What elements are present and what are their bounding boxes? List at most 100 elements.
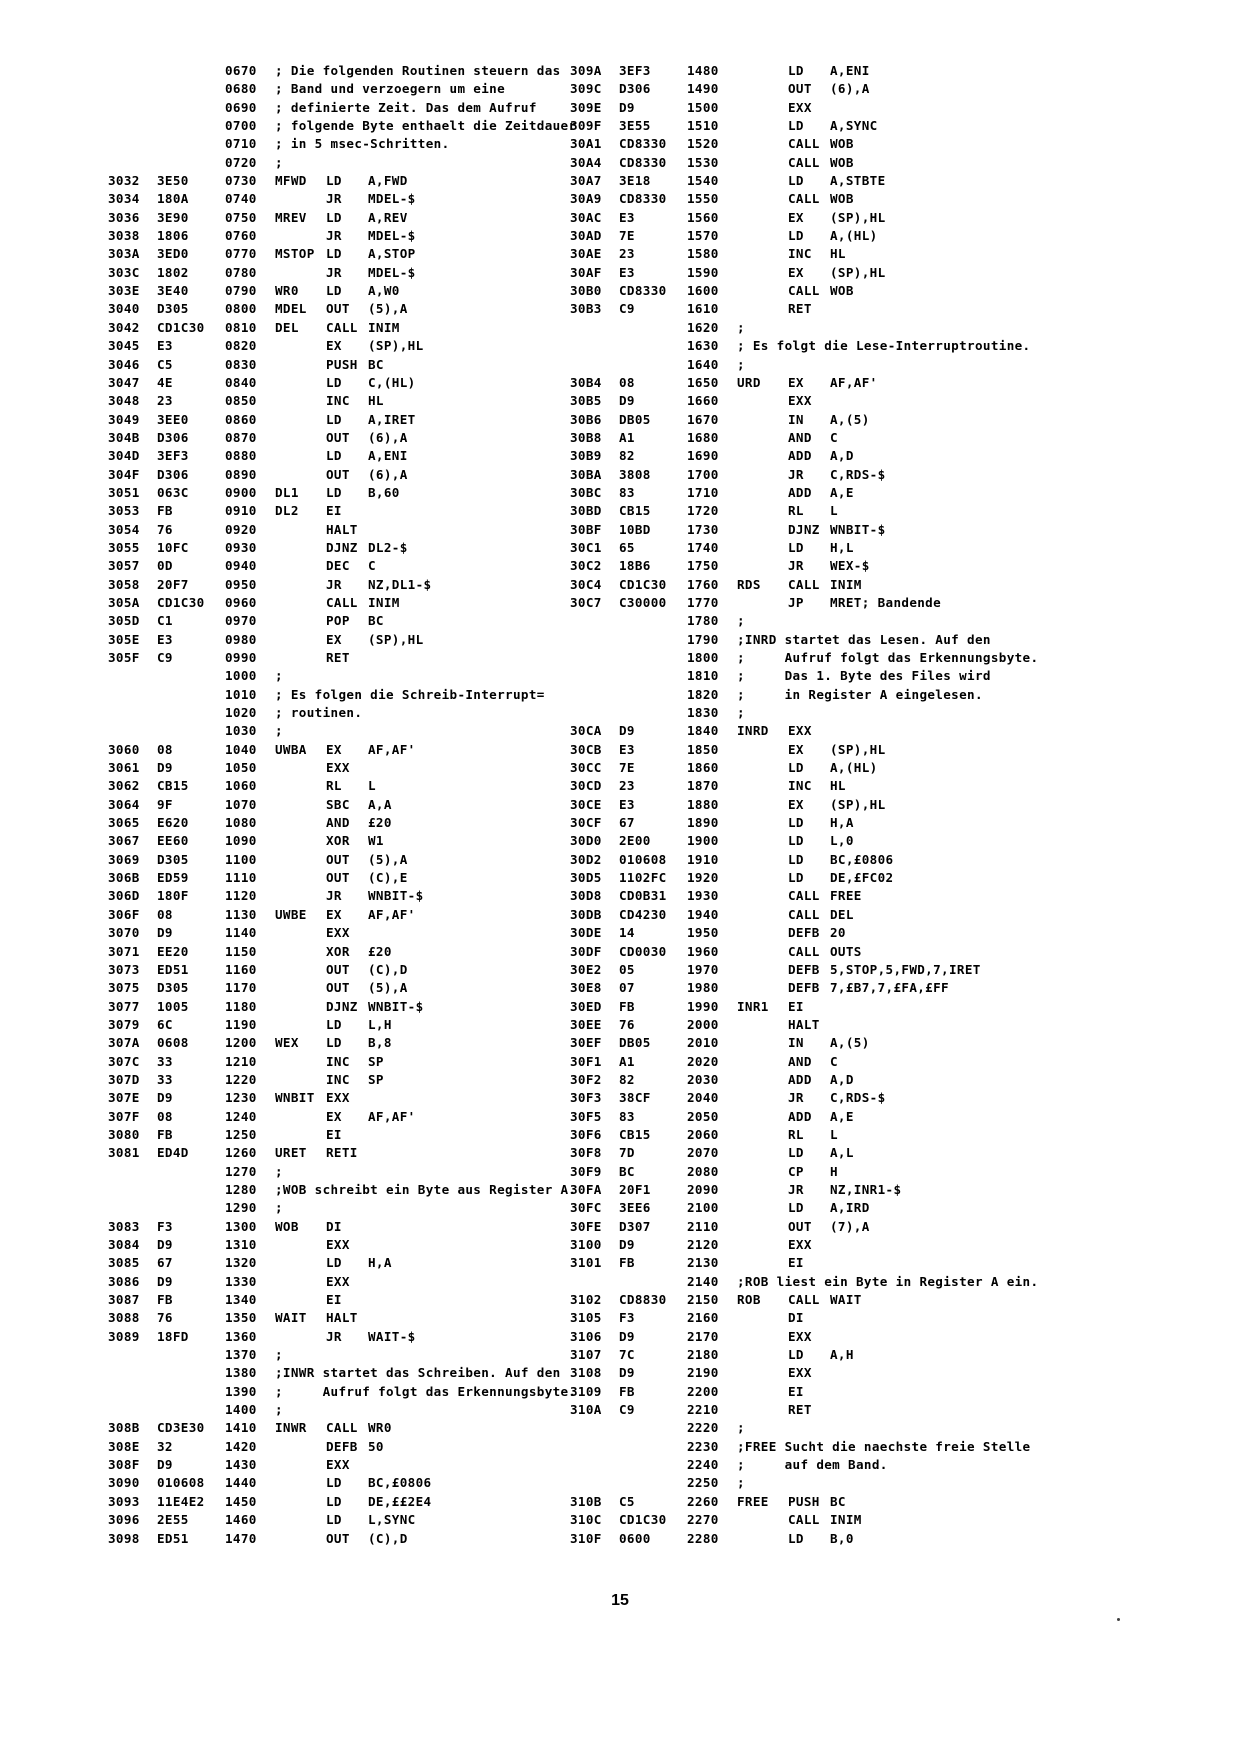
address-cell: 30FA	[570, 1181, 610, 1197]
address-cell: 30F6	[570, 1126, 610, 1142]
address-cell	[108, 1163, 157, 1181]
mnemonic-cell: XOR	[326, 833, 366, 849]
listing-comment-row: 1810 ; Das 1. Byte des Files wird	[570, 667, 1148, 685]
address-cell: 3046	[108, 356, 148, 372]
line-number-cell: 1000	[225, 668, 265, 684]
address-cell: 30BA	[570, 466, 610, 482]
object-bytes-cell: 010608	[619, 851, 675, 867]
operand-cell	[830, 1328, 1148, 1346]
object-bytes-cell: 08	[619, 374, 675, 390]
label-cell: DL1	[275, 484, 323, 500]
listing-code-row: 30F2 82 2030 ADD A,D	[570, 1071, 1148, 1089]
listing-comment-row: 1640 ;	[570, 356, 1148, 374]
address-cell: 3101	[570, 1255, 610, 1271]
object-bytes-cell	[157, 1346, 225, 1364]
label-cell	[275, 1273, 326, 1291]
listing-code-row: 3046 C5 0830 PUSH BC	[108, 356, 570, 374]
listing-code-row: 30B3 C9 1610 RET	[570, 300, 1148, 318]
listing-comment-row: 1280 ;WOB schreibt ein Byte aus Register…	[108, 1181, 576, 1199]
object-bytes-cell	[157, 117, 225, 135]
listing-code-row: 308F D9 1430 EXX	[108, 1456, 570, 1474]
listing-comment-row: 0710 ; in 5 msec-Schritten.	[108, 135, 570, 153]
line-number-cell: 0980	[225, 631, 265, 647]
address-cell: 30B6	[570, 411, 610, 427]
object-bytes-cell: ED51	[157, 961, 213, 977]
label-cell	[737, 484, 788, 502]
object-bytes-cell: CD8330	[619, 136, 675, 152]
operand-cell: WOB	[830, 283, 854, 299]
line-number-cell: 1120	[225, 888, 265, 904]
object-bytes-cell	[619, 649, 687, 667]
listing-code-row: 30FC 3EE6 2100 LD A,IRD	[570, 1199, 1148, 1217]
address-cell	[108, 1401, 157, 1419]
listing-code-row: 310B C5 2260 FREE PUSH BC	[570, 1493, 1148, 1511]
object-bytes-cell: CD1C30	[157, 594, 213, 610]
mnemonic-cell: LD	[788, 870, 828, 886]
operand-cell: A,D	[830, 1071, 854, 1087]
label-cell	[275, 1456, 326, 1474]
address-cell: 309F	[570, 118, 610, 134]
label-cell	[737, 1218, 788, 1236]
line-number-cell: 1850	[687, 741, 727, 757]
listing-code-row: 307A 0608 1200 WEX LD B,8	[108, 1034, 570, 1052]
mnemonic-cell: LD	[326, 1475, 366, 1491]
object-bytes-cell: 3808	[619, 466, 675, 482]
address-cell: 307D	[108, 1071, 148, 1087]
operand-cell: 7,£B7,7,£FA,£FF	[830, 980, 949, 996]
mnemonic-cell: EXX	[326, 925, 366, 941]
address-cell: 30D0	[570, 833, 610, 849]
line-number-cell: 0750	[225, 209, 265, 225]
operand-cell: BC	[368, 613, 384, 629]
comment-cell: ;FREE Sucht die naechste freie Stelle	[737, 1438, 1031, 1454]
operand-cell: (SP),HL	[830, 796, 886, 812]
listing-column-left: 0670 ; Die folgenden Routinen steuern da…	[108, 62, 576, 1548]
operand-cell: WAIT	[830, 1292, 862, 1308]
object-bytes-cell: 3EE6	[619, 1200, 675, 1216]
line-number-cell: 0970	[225, 613, 265, 629]
object-bytes-cell: C5	[157, 356, 213, 372]
label-cell: MSTOP	[275, 246, 323, 262]
label-cell	[275, 576, 326, 594]
mnemonic-cell: OUT	[788, 81, 828, 97]
listing-code-row: 309C D306 1490 OUT (6),A	[570, 80, 1148, 98]
comment-cell: ;	[737, 613, 745, 629]
line-number-cell: 0890	[225, 466, 265, 482]
label-cell	[275, 447, 326, 465]
line-number-cell: 0810	[225, 319, 265, 335]
listing-code-row: 30ED FB 1990 INR1 EI	[570, 998, 1148, 1016]
operand-cell: (6),A	[368, 429, 408, 445]
operand-cell: INIM	[830, 576, 862, 592]
line-number-cell: 1910	[687, 851, 727, 867]
address-cell: 30E8	[570, 980, 610, 996]
line-number-cell: 2120	[687, 1237, 727, 1252]
address-cell: 30EF	[570, 1035, 610, 1051]
mnemonic-cell: ADD	[788, 1108, 828, 1124]
line-number-cell: 1330	[225, 1273, 265, 1289]
label-cell	[737, 1309, 788, 1327]
label-cell	[737, 1108, 788, 1126]
operand-cell: A,D	[830, 448, 854, 464]
object-bytes-cell: ED51	[157, 1530, 213, 1546]
address-cell: 3053	[108, 503, 148, 519]
mnemonic-cell: INC	[326, 1053, 366, 1069]
label-cell: ROB	[737, 1292, 785, 1308]
address-cell	[570, 686, 619, 704]
mnemonic-cell: CALL	[788, 576, 828, 592]
line-number-cell: 1740	[687, 539, 727, 555]
operand-cell: 5,STOP,5,FWD,7,IRET	[830, 961, 981, 977]
line-number-cell: 0950	[225, 576, 265, 592]
label-cell: WAIT	[275, 1310, 323, 1326]
operand-cell: INIM	[368, 594, 400, 610]
label-cell	[737, 1530, 788, 1548]
operand-cell: INIM	[830, 1512, 862, 1528]
object-bytes-cell: 33	[157, 1071, 213, 1087]
mnemonic-cell: LD	[788, 63, 828, 78]
mnemonic-cell: EXX	[326, 1090, 366, 1106]
object-bytes-cell: FB	[157, 503, 213, 519]
address-cell: 309C	[570, 81, 610, 97]
label-cell	[737, 1236, 788, 1254]
address-cell: 309A	[570, 63, 610, 78]
object-bytes-cell: 18B6	[619, 558, 675, 574]
object-bytes-cell: 1806	[157, 228, 213, 244]
mnemonic-cell: LD	[788, 118, 828, 134]
